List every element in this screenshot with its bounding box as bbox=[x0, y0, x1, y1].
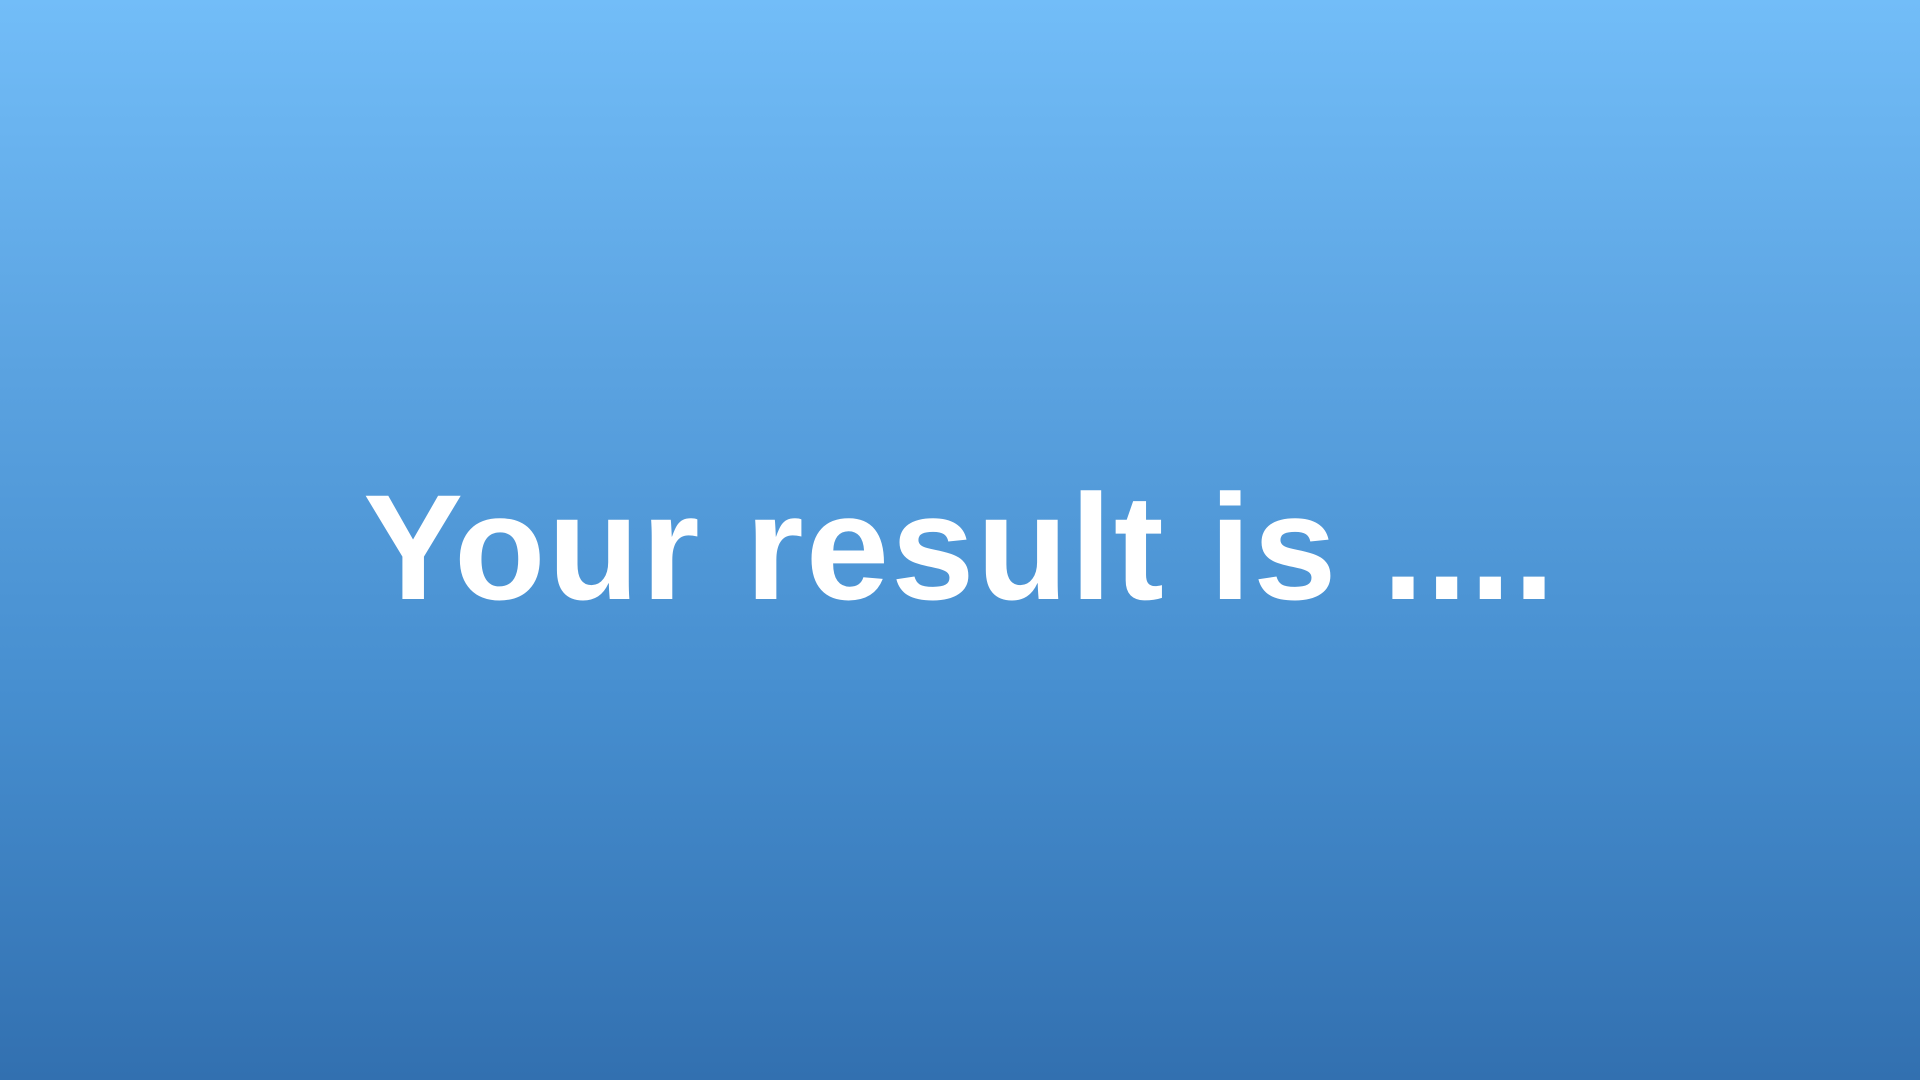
result-message: Your result is .... bbox=[363, 463, 1557, 631]
